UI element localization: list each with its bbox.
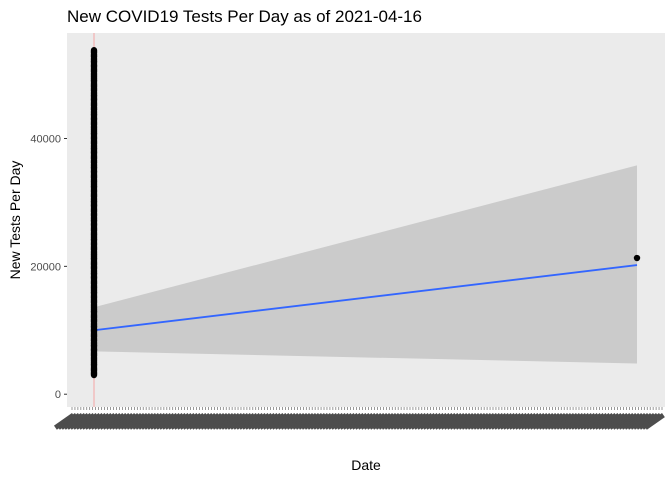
data-point xyxy=(90,47,98,54)
y-tick-label: 0 xyxy=(55,389,61,401)
y-axis-title: New Tests Per Day xyxy=(7,161,23,280)
chart-title: New COVID19 Tests Per Day as of 2021-04-… xyxy=(67,7,422,26)
data-point-outlier xyxy=(633,254,641,262)
x-tick-label-mark xyxy=(643,413,665,430)
y-tick-label: 40000 xyxy=(30,133,61,145)
trend-line xyxy=(93,264,638,332)
y-tick-label: 20000 xyxy=(30,261,61,273)
x-axis-title: Date xyxy=(351,457,381,473)
